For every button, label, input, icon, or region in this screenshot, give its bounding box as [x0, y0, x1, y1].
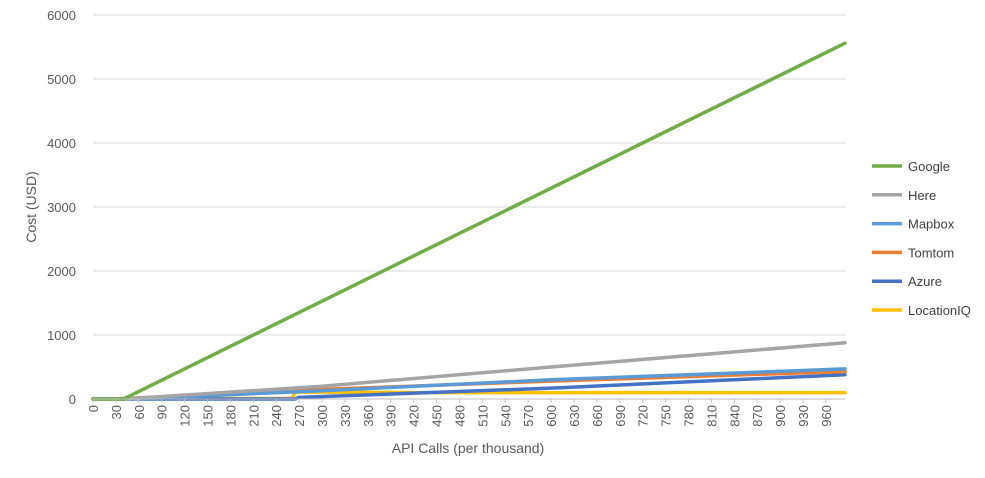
x-tick-label: 450 — [430, 405, 445, 427]
x-tick-label: 120 — [178, 405, 193, 427]
x-tick-label: 600 — [544, 405, 559, 427]
x-tick-label: 570 — [521, 405, 536, 427]
x-tick-label: 240 — [269, 405, 284, 427]
x-tick-label: 690 — [613, 405, 628, 427]
y-tick-label: 2000 — [47, 264, 76, 279]
y-tick-label: 3000 — [47, 200, 76, 215]
x-tick-label: 540 — [498, 405, 513, 427]
y-tick-label: 0 — [69, 392, 76, 407]
x-tick-label: 90 — [155, 405, 170, 419]
legend-label-locationiq: LocationIQ — [908, 303, 971, 318]
series-lines — [91, 41, 847, 401]
x-tick-label: 900 — [773, 405, 788, 427]
x-tick-label: 180 — [223, 405, 238, 427]
x-tick-label: 30 — [109, 405, 124, 419]
y-axis-label: Cost (USD) — [23, 171, 39, 243]
y-tick-label: 5000 — [47, 72, 76, 87]
x-tick-label: 960 — [819, 405, 834, 427]
x-tick-label: 810 — [704, 405, 719, 427]
x-tick-label: 360 — [361, 405, 376, 427]
legend-label-google: Google — [908, 159, 950, 174]
legend-label-tomtom: Tomtom — [908, 245, 954, 260]
legend-label-azure: Azure — [908, 274, 942, 289]
x-tick-label: 930 — [796, 405, 811, 427]
gridlines — [93, 14, 845, 336]
axes: 0 1000 2000 3000 4000 5000 6000 0 30 60 90 120 150 18… — [47, 8, 845, 427]
x-tick-label: 210 — [246, 405, 261, 427]
legend-label-mapbox: Mapbox — [908, 217, 955, 232]
x-tick-label: 630 — [567, 405, 582, 427]
y-tick-label: 6000 — [47, 8, 76, 23]
x-tick-label: 510 — [475, 405, 490, 427]
x-tick-label: 420 — [407, 405, 422, 427]
x-tick-label: 60 — [132, 405, 147, 419]
x-tick-label: 150 — [201, 405, 216, 427]
x-tick-label: 750 — [659, 405, 674, 427]
x-tick-label: 840 — [727, 405, 742, 427]
x-tick-label: 660 — [590, 405, 605, 427]
y-tick-label: 4000 — [47, 136, 76, 151]
legend-label-here: Here — [908, 188, 936, 203]
x-tick-label: 330 — [338, 405, 353, 427]
legend: Google Here Mapbox Tomtom Azure LocationIQ — [872, 159, 971, 318]
x-axis-label: API Calls (per thousand) — [392, 440, 545, 456]
x-tick-label: 270 — [292, 405, 307, 427]
y-tick-label: 1000 — [47, 328, 76, 343]
x-tick-label: 0 — [86, 405, 101, 412]
series-line-google — [91, 41, 847, 401]
x-tick-label: 300 — [315, 405, 330, 427]
x-tick-label: 780 — [681, 405, 696, 427]
x-tick-label: 870 — [750, 405, 765, 427]
x-tick-label: 480 — [452, 405, 467, 427]
x-tick-label: 720 — [636, 405, 651, 427]
x-tick-label: 390 — [384, 405, 399, 427]
